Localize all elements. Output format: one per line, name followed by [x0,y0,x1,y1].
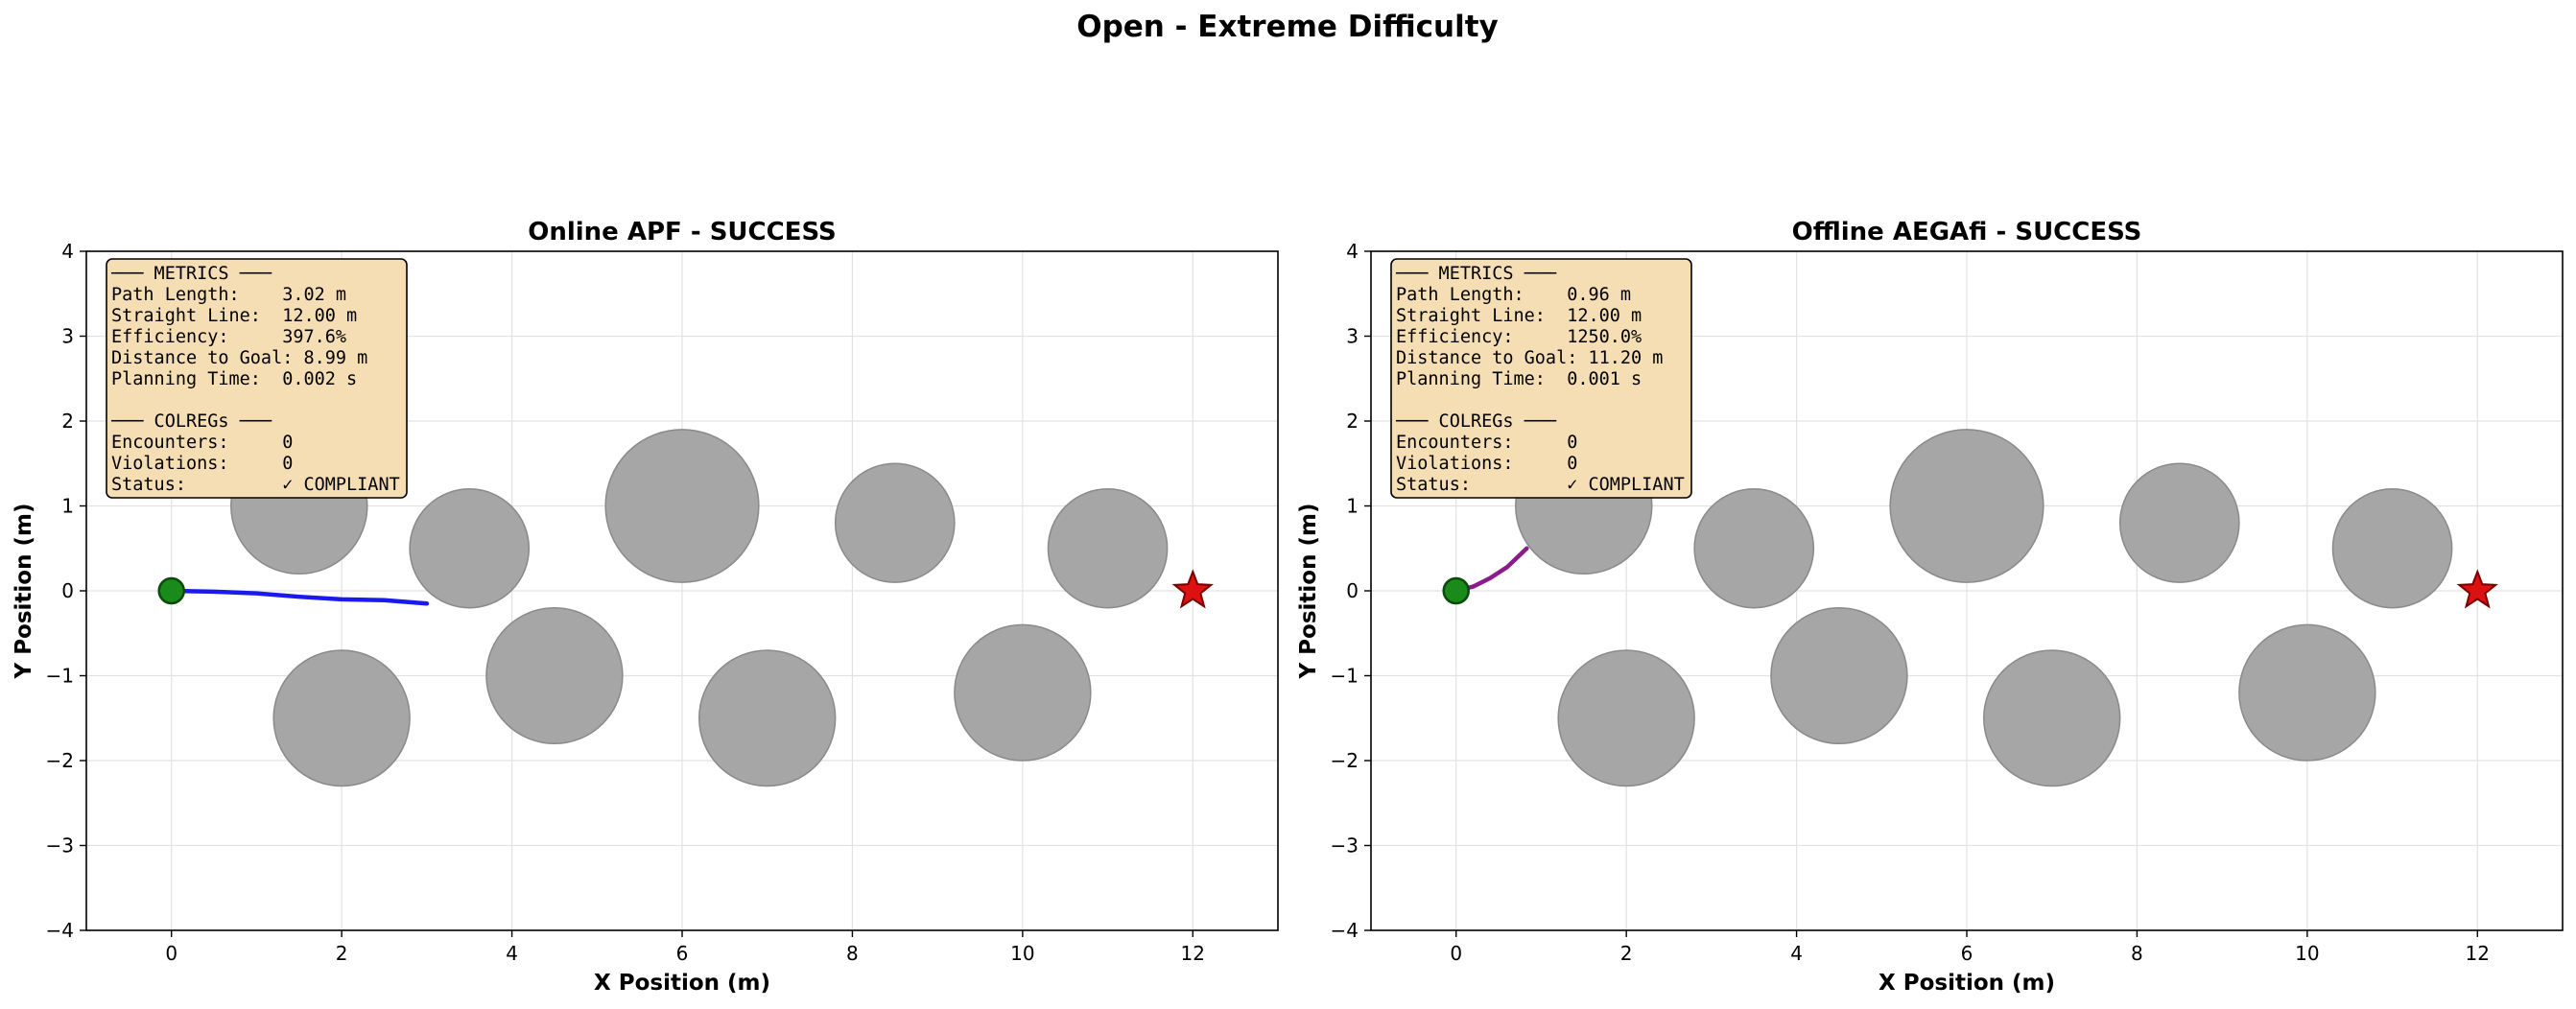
obstacle-4 [834,462,956,583]
y-tick-label: 3 [1346,325,1359,348]
y-tick-label: 0 [1346,579,1359,602]
y-tick-label: 0 [61,579,74,602]
metrics-box [106,258,408,499]
x-tick-label: 4 [506,942,518,965]
obstacle-6 [272,649,411,787]
obstacle-2 [1693,488,1815,609]
metrics-line: Encounters: 0 [1396,433,1577,453]
x-tick-label: 10 [2295,942,2319,965]
y-tick-label: 4 [1346,240,1359,263]
x-tick-label: 12 [2466,942,2490,965]
trajectory-line [169,588,430,606]
x-tick-label: 8 [846,942,859,965]
start-marker [1442,576,1470,605]
metrics-line: Efficiency: 397.6% [111,327,346,347]
metrics-line: Violations: 0 [111,454,293,474]
y-tick-label: −3 [1331,834,1359,857]
metrics-line: Planning Time: 0.002 s [111,369,357,389]
x-tick-label: 12 [1181,942,1205,965]
metrics-line: ─── METRICS ─── [1395,264,1557,284]
y-tick-label: 2 [61,410,74,433]
x-axis-label: X Position (m) [1879,971,2055,996]
plot-title: Offline AEGAfi - SUCCESS [1792,218,2142,246]
metrics-line: Distance to Goal: 8.99 m [111,348,367,368]
x-tick-label: 0 [1450,942,1462,965]
metrics-line: ─── METRICS ─── [110,264,272,284]
metrics-line: Straight Line: 12.00 m [1396,306,1642,326]
metrics-line: ─── COLREGs ─── [1395,411,1557,432]
plot-title: Online APF - SUCCESS [528,218,837,246]
obstacle-7 [485,606,624,745]
metrics-line: Status: ✓ COMPLIANT [111,475,400,495]
obstacle-4 [2118,462,2240,583]
y-tick-label: −2 [1331,749,1359,772]
obstacle-2 [409,488,531,609]
metrics-line: Status: ✓ COMPLIANT [1396,475,1685,495]
metrics-box [1390,258,1692,499]
obstacle-5 [1047,488,1169,609]
x-axis-label: X Position (m) [594,971,770,996]
x-tick-label: 6 [1961,942,1973,965]
y-tick-label: −4 [1331,919,1359,942]
goal-star-icon [2456,569,2498,609]
x-tick-label: 10 [1010,942,1034,965]
metrics-line: Planning Time: 0.001 s [1396,369,1642,389]
x-tick-label: 8 [2131,942,2143,965]
metrics-line: ─── COLREGs ─── [110,411,272,432]
y-tick-label: 3 [61,325,74,348]
plot-content [1442,429,2498,787]
y-tick-label: −1 [46,665,74,688]
plot-content [157,429,1214,787]
obstacle-6 [1557,649,1695,787]
obstacle-5 [2331,488,2453,609]
metrics-line: Straight Line: 12.00 m [111,306,357,326]
y-axis-label: Y Position (m) [1296,504,1321,680]
y-tick-label: −2 [46,749,74,772]
obstacle-7 [1770,606,1908,745]
metrics-line: Efficiency: 1250.0% [1396,327,1642,347]
obstacle-9 [954,623,1092,762]
obstacle-3 [604,429,760,583]
y-tick-label: 1 [1346,495,1359,518]
x-tick-label: 0 [165,942,177,965]
metrics-line: Path Length: 0.96 m [1396,285,1631,305]
y-tick-label: −4 [46,919,74,942]
metrics-line: Violations: 0 [1396,454,1577,474]
metrics-line: Distance to Goal: 11.20 m [1396,348,1663,368]
metrics-line: Path Length: 3.02 m [111,285,346,305]
y-tick-label: 4 [61,240,74,263]
goal-star-icon [1171,569,1214,609]
y-tick-label: −3 [46,834,74,857]
y-tick-label: 2 [1346,410,1359,433]
obstacle-8 [1982,649,2121,787]
y-tick-label: 1 [61,495,74,518]
x-tick-label: 4 [1790,942,1803,965]
y-axis-label: Y Position (m) [12,504,36,680]
x-tick-label: 6 [676,942,689,965]
x-tick-label: 2 [336,942,348,965]
start-marker [157,576,185,605]
x-tick-label: 2 [1620,942,1633,965]
metrics-line: Encounters: 0 [111,433,293,453]
figure-title: Open - Extreme Difficulty [1076,10,1499,44]
y-tick-label: −1 [1331,665,1359,688]
obstacle-8 [697,649,837,787]
obstacle-3 [1889,429,2044,583]
obstacle-9 [2238,623,2376,762]
